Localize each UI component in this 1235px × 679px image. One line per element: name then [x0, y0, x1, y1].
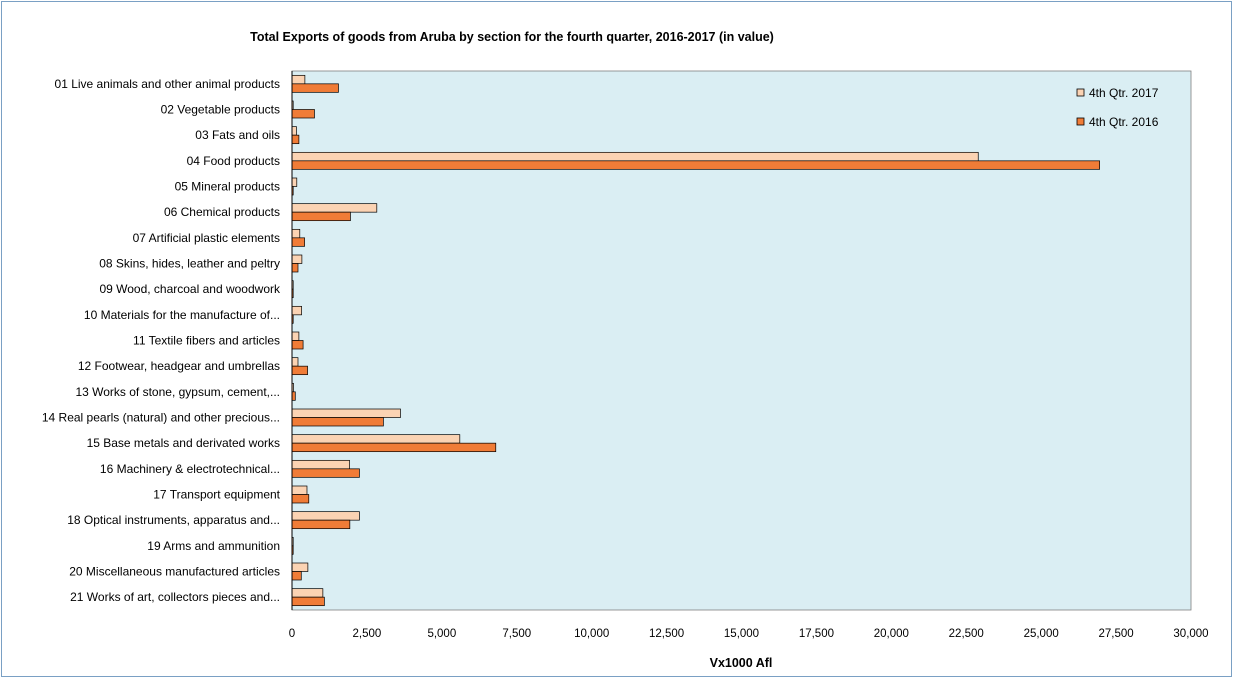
- category-label: 01 Live animals and other animal product…: [55, 77, 280, 91]
- bar-2016-14: [291, 417, 384, 427]
- x-tick-label: 15,000: [724, 628, 759, 640]
- legend-label-2016: 4th Qtr. 2016: [1089, 115, 1159, 129]
- x-tick-label: 20,000: [874, 628, 909, 640]
- bar-2017-15: [291, 434, 461, 444]
- category-label: 19 Arms and ammunition: [147, 539, 280, 553]
- legend-swatch-2016: [1076, 117, 1085, 126]
- category-label: 07 Artificial plastic elements: [133, 231, 280, 245]
- category-labels: 01 Live animals and other animal product…: [42, 77, 281, 604]
- bar-2017-12: [291, 357, 299, 367]
- bar-2017-18: [291, 511, 360, 521]
- bar-2016-15: [291, 442, 497, 453]
- category-label: 06 Chemical products: [164, 205, 280, 219]
- bar-2016-12: [291, 365, 308, 376]
- bar-2016-17: [291, 494, 310, 504]
- bar-2017-8: [291, 254, 303, 264]
- bars-group: [291, 74, 1100, 607]
- bar-2017-20: [291, 562, 309, 572]
- bar-2017-10: [291, 305, 302, 316]
- bar-2016-1: [291, 83, 339, 93]
- bar-2016-3: [291, 134, 300, 145]
- category-label: 13 Works of stone, gypsum, cement,...: [75, 385, 280, 399]
- legend-swatch-2017: [1076, 88, 1085, 97]
- category-label: 11 Textile fibers and articles: [133, 334, 280, 348]
- bar-2017-11: [291, 331, 300, 341]
- bar-2016-11: [291, 340, 304, 350]
- bar-2017-6: [291, 203, 378, 213]
- category-label: 16 Machinery & electrotechnical...: [100, 462, 280, 476]
- x-tick-label: 10,000: [574, 628, 609, 640]
- bar-2016-4: [291, 160, 1100, 170]
- bar-2017-7: [291, 228, 301, 239]
- bar-2016-20: [291, 571, 302, 581]
- bar-2017-21: [291, 588, 324, 598]
- x-tick-labels: 0 2,500 5,000 7,500 10,000 12,500 15,000 17,500…: [289, 628, 1209, 640]
- x-tick-label: 25,000: [1024, 628, 1059, 640]
- category-label: 21 Works of art, collectors pieces and..…: [70, 590, 280, 604]
- x-tick-label: 22,500: [949, 628, 984, 640]
- bar-2017-3: [291, 126, 297, 136]
- category-label: 12 Footwear, headgear and umbrellas: [78, 359, 280, 373]
- category-label: 14 Real pearls (natural) and other preci…: [42, 411, 280, 425]
- bar-2017-14: [291, 408, 401, 418]
- x-tick-label: 12,500: [649, 628, 684, 640]
- legend-label-2017: 4th Qtr. 2017: [1089, 86, 1159, 100]
- bar-2016-18: [291, 519, 351, 530]
- chart-title: Total Exports of goods from Aruba by sec…: [250, 30, 774, 44]
- x-tick-label: 7,500: [502, 628, 531, 640]
- bar-2016-21: [291, 596, 325, 607]
- x-tick-label: 30,000: [1173, 628, 1208, 640]
- category-label: 08 Skins, hides, leather and peltry: [99, 257, 280, 271]
- category-label: 20 Miscellaneous manufactured articles: [69, 565, 280, 579]
- category-label: 17 Transport equipment: [153, 488, 280, 502]
- x-tick-label: 5,000: [427, 628, 456, 640]
- bar-2017-4: [291, 151, 979, 162]
- category-label: 02 Vegetable products: [161, 103, 280, 117]
- x-axis-title: Vx1000 Afl: [710, 656, 773, 670]
- bar-2017-16: [291, 459, 350, 470]
- bar-2016-6: [291, 211, 351, 222]
- plot-area: [291, 70, 1192, 611]
- x-tick-label: 17,500: [799, 628, 834, 640]
- bar-2016-16: [291, 468, 360, 478]
- bar-2017-17: [291, 485, 308, 495]
- category-label: 15 Base metals and derivated works: [87, 436, 280, 450]
- bar-2016-2: [291, 109, 315, 119]
- category-label: 09 Wood, charcoal and woodwork: [99, 282, 281, 296]
- category-label: 18 Optical instruments, apparatus and...: [67, 513, 280, 527]
- bar-2016-8: [291, 263, 299, 273]
- bar-2017-5: [291, 177, 298, 187]
- x-tick-label: 27,500: [1098, 628, 1133, 640]
- category-label: 03 Fats and oils: [195, 128, 280, 142]
- x-tick-label: 2,500: [353, 628, 382, 640]
- bar-2017-1: [291, 74, 306, 85]
- bar-2016-7: [291, 237, 305, 247]
- category-label: 04 Food products: [187, 154, 280, 168]
- category-label: 10 Materials for the manufacture of...: [84, 308, 280, 322]
- category-label: 05 Mineral products: [175, 180, 280, 194]
- legend: 4th Qtr. 2017 4th Qtr. 2016: [1076, 86, 1159, 129]
- x-tick-label: 0: [289, 628, 295, 640]
